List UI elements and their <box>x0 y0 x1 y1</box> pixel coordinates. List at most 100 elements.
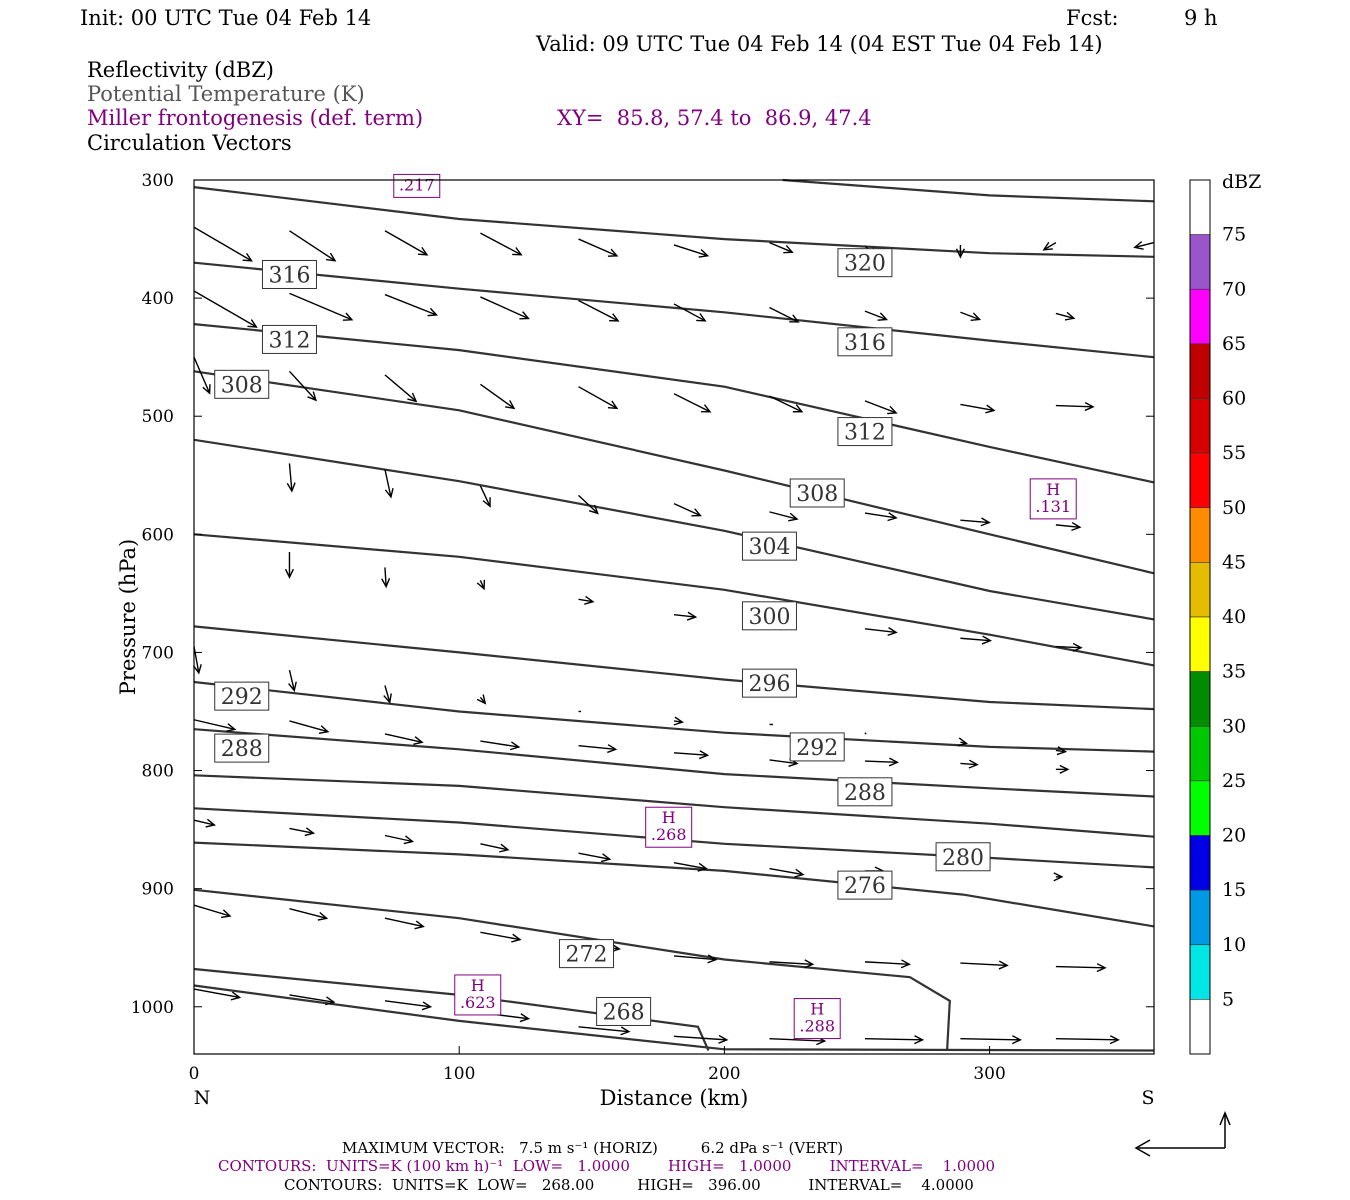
vector-head <box>1011 1035 1023 1045</box>
vector-shaft <box>864 512 897 519</box>
vector-head <box>1133 241 1144 250</box>
vector-head <box>325 996 336 1006</box>
colorbar-segment <box>1189 616 1211 672</box>
circulation-vector <box>673 303 707 322</box>
circulation-vector <box>578 744 618 754</box>
theta-label-box <box>741 601 797 631</box>
circulation-vector <box>673 1034 729 1044</box>
vector-head <box>1056 746 1068 756</box>
vector-shaft <box>288 669 295 691</box>
vector-shaft <box>864 400 897 414</box>
vector-shaft <box>1043 241 1057 251</box>
vector-head <box>968 759 979 769</box>
vector-head <box>584 595 595 605</box>
vector-shaft <box>673 752 708 756</box>
vector-shaft <box>578 745 616 751</box>
circulation-vector <box>480 232 523 256</box>
y-tick-label: 1000 <box>131 998 174 1018</box>
frontogenesis-value: H <box>471 976 485 995</box>
theta-contour-label: 308 <box>214 369 270 399</box>
circulation-vector <box>578 1026 631 1036</box>
frontogenesis-value: .217 <box>399 175 435 194</box>
circulation-vector <box>193 988 242 1001</box>
vector-shaft <box>578 494 599 514</box>
theta-contour-label: 312 <box>261 324 317 354</box>
vector-shaft <box>289 994 334 1003</box>
vector-shaft <box>289 720 329 733</box>
vector-shaft <box>384 567 387 587</box>
vector-shaft <box>289 908 327 920</box>
circulation-vector <box>289 720 330 734</box>
colorbar-level-label: 10 <box>1222 934 1246 956</box>
vector-head <box>620 1026 631 1036</box>
theta-label-box <box>261 324 317 354</box>
vector-head <box>381 577 391 589</box>
circulation-vector <box>286 463 296 493</box>
colorbar-level-label: 45 <box>1222 551 1246 573</box>
valid-time: Valid: 09 UTC Tue 04 Feb 14 (04 EST Tue … <box>536 32 1103 56</box>
vector-shaft <box>193 819 215 826</box>
vector-shaft <box>960 762 978 766</box>
vector-shaft <box>193 290 257 328</box>
circulation-vector <box>193 904 232 919</box>
vector-head <box>304 827 316 837</box>
circulation-vector <box>578 852 612 863</box>
x-tick-label: 100 <box>443 1064 475 1084</box>
theta-contour-label: 292 <box>214 681 270 711</box>
x-tick-label: 300 <box>973 1064 1005 1084</box>
vector-head <box>505 400 516 410</box>
frontogenesis-box <box>1029 478 1077 520</box>
circulation-vector <box>480 931 522 943</box>
circulation-vector <box>289 827 316 837</box>
vector-shaft <box>384 685 391 703</box>
vector-shaft <box>480 931 521 941</box>
colorbar-segment <box>1189 999 1211 1055</box>
frontogenesis-box <box>793 998 841 1040</box>
theta-contour-label: 312 <box>837 417 893 447</box>
vector-shaft <box>578 598 594 603</box>
circulation-vectors-layer <box>192 226 1155 1046</box>
frontogenesis-value: H <box>662 808 676 827</box>
theta-contour-line <box>782 178 1155 203</box>
legend-circulation-vectors: Circulation Vectors <box>87 131 292 155</box>
vector-shaft <box>673 393 711 413</box>
circulation-vector <box>769 511 799 522</box>
circulation-vector <box>769 867 805 878</box>
frontogenesis-maximum: H.623 <box>454 974 502 1016</box>
theta-label-text: 316 <box>268 263 310 288</box>
theta-label-box <box>837 248 893 278</box>
frontogenesis-maximum: H.288 <box>793 998 841 1040</box>
theta-contour-line <box>193 370 1155 575</box>
colorbar-level-label: 60 <box>1222 388 1246 410</box>
circulation-vector <box>864 400 898 415</box>
y-tick-label: 700 <box>142 643 174 663</box>
theta-label-box <box>741 531 797 561</box>
vector-shaft <box>769 867 804 876</box>
vector-head <box>607 400 619 410</box>
vector-shaft <box>673 1035 727 1041</box>
vector-head <box>914 1035 925 1045</box>
vector-head <box>414 920 425 930</box>
circulation-vector <box>769 306 800 323</box>
vector-shaft <box>1055 312 1075 319</box>
x-axis-title: Distance (km) <box>600 1086 749 1110</box>
vector-head <box>192 664 202 675</box>
vector-shaft <box>288 463 293 492</box>
vector-head <box>698 249 710 258</box>
theta-label-text: 312 <box>844 421 886 446</box>
theta-label-text: 304 <box>748 535 790 560</box>
vector-head <box>1053 872 1064 882</box>
vector-head <box>307 391 317 402</box>
colorbar: 5 10 15 20 25 30 35 40 45 50 55 60 65 70 75 dBZ <box>1189 171 1261 1055</box>
circulation-vector <box>480 740 521 751</box>
vector-head <box>788 512 799 522</box>
vector-shaft <box>864 732 867 735</box>
circulation-vector <box>288 370 317 402</box>
circulation-vector <box>289 292 354 321</box>
circulation-vector <box>864 1035 925 1045</box>
vector-scale-legend-icon <box>1134 1111 1231 1157</box>
theta-label-text: 308 <box>796 482 838 507</box>
vector-head <box>600 853 612 863</box>
circulation-vector <box>673 861 708 872</box>
vector-shaft <box>864 628 897 634</box>
